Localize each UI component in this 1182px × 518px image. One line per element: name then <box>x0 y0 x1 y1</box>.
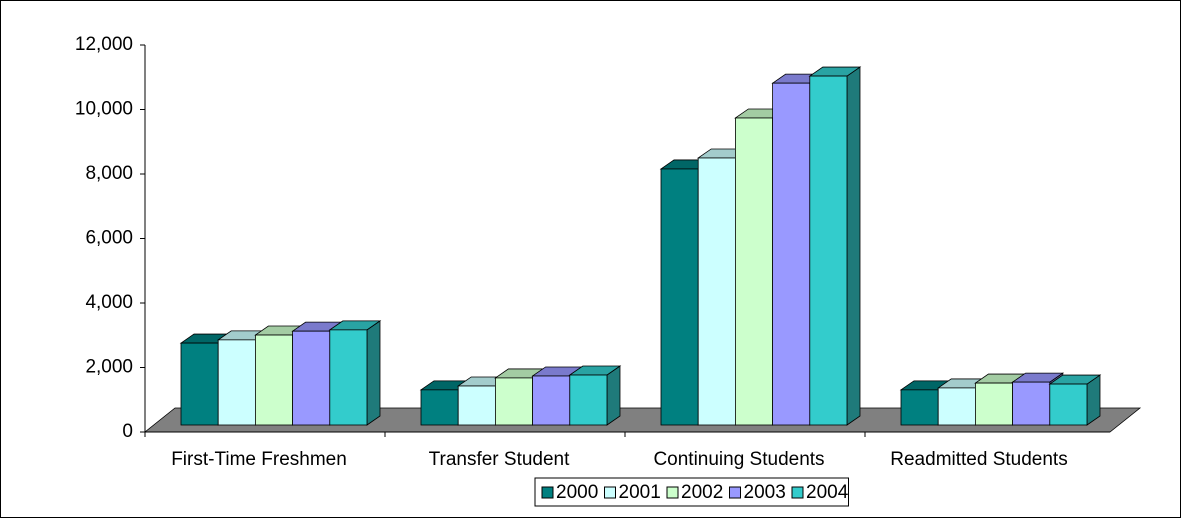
legend-swatch <box>541 486 554 499</box>
bar-front <box>420 389 459 426</box>
x-tick-label: Transfer Student <box>429 449 571 470</box>
bar-front <box>329 329 368 426</box>
bar-front <box>569 374 608 426</box>
legend-swatch <box>791 486 804 499</box>
y-tick-label: 10,000 <box>75 99 133 120</box>
bar-front <box>937 387 976 426</box>
bar-front <box>217 339 256 426</box>
bar-front <box>660 168 699 426</box>
bar-front <box>809 75 848 426</box>
y-tick-label: 0 <box>122 421 133 442</box>
legend-swatch <box>729 486 741 499</box>
bar-front <box>494 377 533 426</box>
bar-front <box>735 117 774 426</box>
legend-label: 2000 <box>556 482 598 503</box>
legend-swatch <box>604 486 616 499</box>
bar-front <box>772 82 811 426</box>
x-tick-label: Continuing Students <box>653 449 824 470</box>
bar <box>568 365 622 426</box>
y-tick-label: 12,000 <box>75 34 133 55</box>
bar-front <box>180 342 219 426</box>
bar-front <box>1012 381 1051 426</box>
y-tick-label: 8,000 <box>85 163 133 184</box>
legend-label: 2001 <box>619 482 661 503</box>
bar-front <box>975 382 1014 426</box>
bar-side <box>846 66 861 426</box>
y-tick-label: 4,000 <box>85 292 133 313</box>
legend-label: 2003 <box>744 482 786 503</box>
bar <box>808 66 862 426</box>
bar-front <box>532 375 571 426</box>
x-tick-label: First-Time Freshmen <box>171 449 347 470</box>
y-tick-label: 6,000 <box>85 228 133 249</box>
legend-label: 2004 <box>806 482 849 503</box>
bar <box>328 320 382 426</box>
legend-label: 2002 <box>681 482 723 503</box>
bar-front <box>900 389 939 426</box>
legend-swatch <box>666 486 679 499</box>
x-tick-label: Readmitted Students <box>890 449 1067 470</box>
bar-front <box>292 330 331 426</box>
bar-front <box>1049 383 1088 426</box>
y-tick-label: 2,000 <box>85 357 133 378</box>
bar-front <box>697 157 736 426</box>
bar <box>1048 374 1102 426</box>
bar-front <box>254 334 293 426</box>
bar-side <box>366 320 381 426</box>
bar-front <box>457 385 496 426</box>
bar-side <box>606 365 621 426</box>
